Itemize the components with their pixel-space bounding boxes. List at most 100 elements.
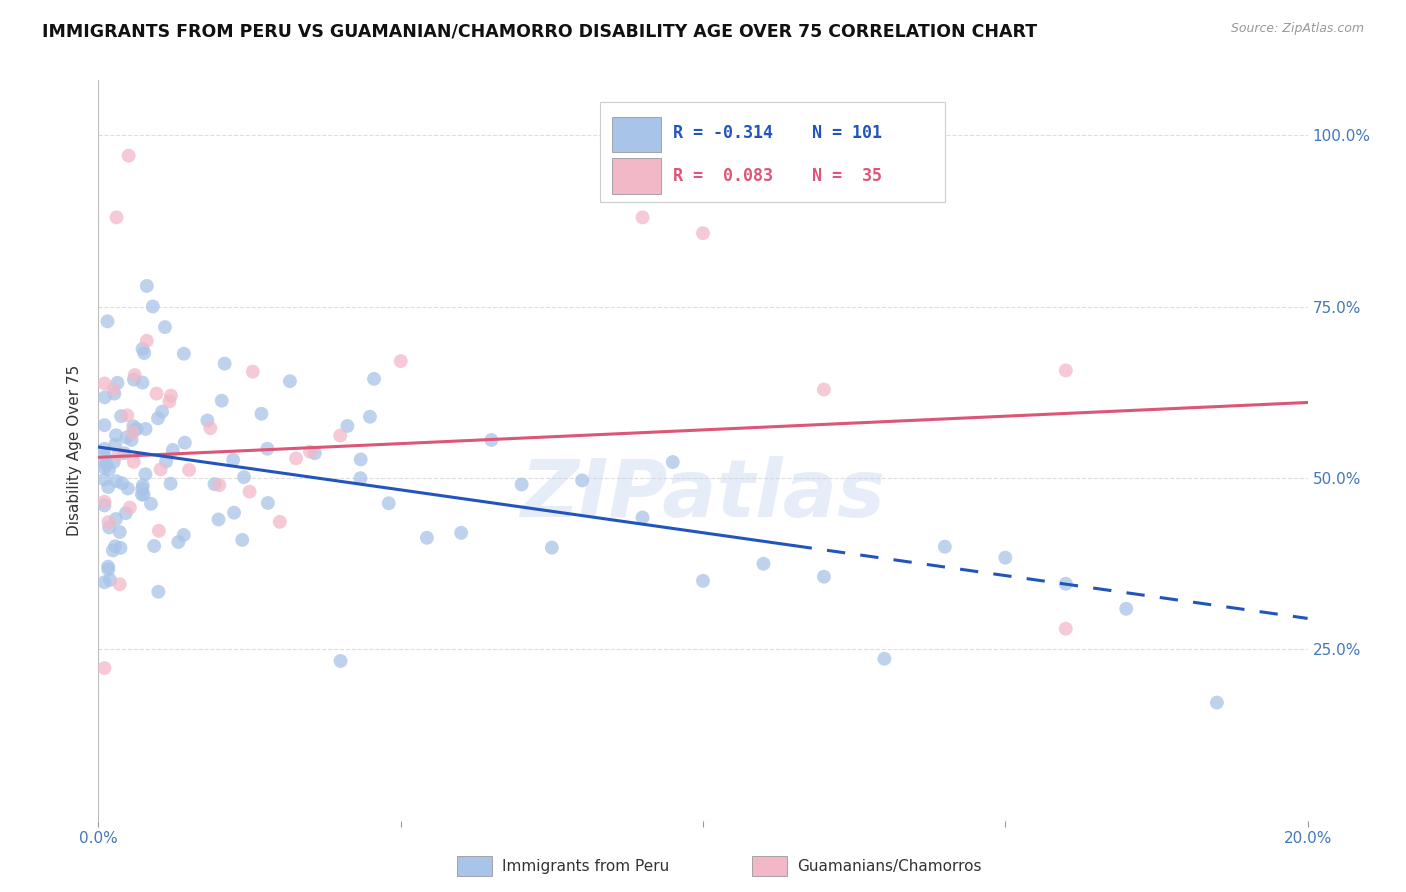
Point [105,211,128,225]
Point [139,497,162,511]
Point [150,405,173,419]
Point [135,422,157,436]
Point [114,506,136,520]
Point [93,661,115,675]
Point [211,393,233,408]
Point [104,512,127,526]
Point [162,442,184,457]
Point [111,476,134,491]
Point [813,570,835,584]
Point [122,455,145,469]
Point [93,499,115,513]
Point [131,482,153,496]
Point [179,463,201,477]
Point [107,376,129,390]
Point [285,451,308,466]
Point [631,510,654,524]
Text: IMMIGRANTS FROM PERU VS GUAMANIAN/CHAMORRO DISABILITY AGE OVER 75 CORRELATION CH: IMMIGRANTS FROM PERU VS GUAMANIAN/CHAMOR… [42,22,1038,40]
FancyBboxPatch shape [613,117,661,153]
Point [450,525,472,540]
Point [231,533,253,547]
Point [239,484,262,499]
Point [269,515,291,529]
Text: N =  35: N = 35 [811,167,882,185]
Point [93,575,115,590]
Text: R =  0.083: R = 0.083 [672,167,773,185]
Point [104,539,127,553]
Point [336,419,359,434]
Point [142,300,165,314]
Point [132,488,155,502]
Point [204,477,226,491]
Point [110,409,132,424]
Point [93,449,115,463]
Point [233,470,256,484]
Point [115,430,138,444]
Point [103,382,125,396]
Point [304,446,326,460]
Point [143,539,166,553]
Point [107,447,129,461]
Point [131,342,153,356]
Point [132,478,155,492]
Point [873,652,896,666]
Point [416,531,439,545]
Point [103,455,125,469]
Point [98,463,121,477]
Text: Source: ZipAtlas.com: Source: ZipAtlas.com [1230,22,1364,36]
Point [329,428,352,442]
Point [146,411,169,425]
Point [125,422,148,436]
Point [257,496,280,510]
Point [250,407,273,421]
Text: N = 101: N = 101 [811,124,882,142]
Point [661,455,683,469]
Text: R = -0.314: R = -0.314 [672,124,773,142]
Point [242,365,264,379]
Point [104,428,127,442]
Point [692,574,714,588]
Point [93,473,115,487]
FancyBboxPatch shape [600,103,945,202]
Point [159,394,181,409]
Point [1054,576,1077,591]
Point [131,376,153,390]
Point [195,413,218,427]
Point [540,541,562,555]
Point [359,409,381,424]
Point [121,433,143,447]
Point [363,372,385,386]
Point [329,654,352,668]
Point [93,376,115,391]
Point [124,424,146,438]
Point [131,487,153,501]
Point [135,279,157,293]
Point [631,211,654,225]
Point [98,573,121,587]
Point [118,149,141,163]
Point [93,418,115,433]
Point [145,386,167,401]
Point [122,373,145,387]
Text: Guamanians/Chamorros: Guamanians/Chamorros [797,859,981,873]
Point [124,368,146,382]
Point [108,524,131,539]
Point [97,559,120,574]
Point [299,444,322,458]
Point [108,577,131,591]
Point [200,421,222,435]
Point [1115,601,1137,615]
Point [134,346,156,360]
Point [256,442,278,456]
Point [153,320,176,334]
Point [1054,363,1077,377]
Point [93,461,115,475]
Point [167,535,190,549]
Point [222,506,245,520]
Point [1054,622,1077,636]
Point [571,474,593,488]
Point [149,462,172,476]
Point [148,524,170,538]
Point [98,520,121,534]
Point [122,419,145,434]
